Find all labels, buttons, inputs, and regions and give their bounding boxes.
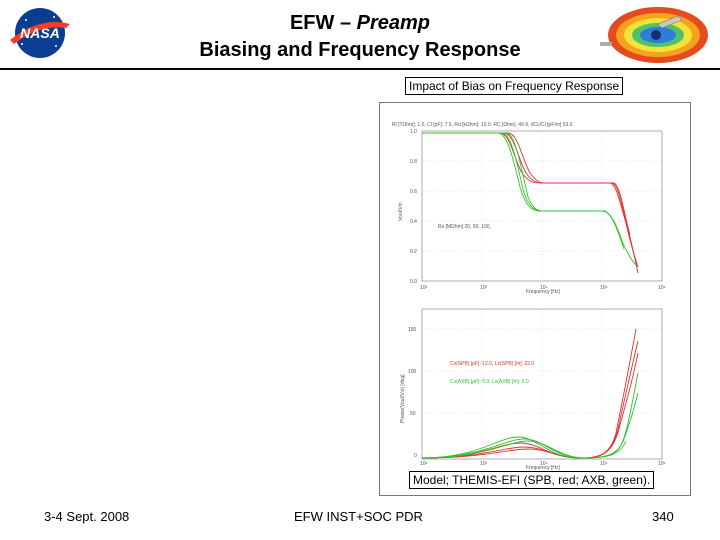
title-italic: Preamp	[356, 12, 431, 34]
top-plot-header: Rl [TΩhm]: 1.0, Cl [pF]: 7.5, Rd [kΩhm]:…	[392, 122, 573, 128]
top-ytick: 0.8	[410, 159, 417, 165]
slide-title-line1: EFW – Preamp	[130, 10, 590, 36]
top-xtick: 10⁶	[658, 285, 666, 291]
page-number: 340	[652, 509, 674, 524]
header-rule	[0, 68, 720, 70]
footer-date: 3-4 Sept. 2008	[44, 509, 130, 524]
top-ytick: 0.6	[410, 189, 417, 195]
bottom-plot-axes: 150 100 50 0 10² 10³ 10⁴ 10⁵ 10⁶ Frequen…	[400, 308, 666, 471]
nasa-logo-text: NASA	[20, 25, 60, 41]
bottom-ytick: 100	[408, 369, 417, 375]
bottom-xlabel: Frequency [Hz]	[526, 465, 561, 471]
title-prefix: EFW –	[289, 12, 357, 34]
top-red-curves	[422, 132, 639, 274]
bottom-ytick: 0	[414, 453, 417, 459]
top-green-curves	[422, 132, 637, 266]
bottom-xtick: 10⁴	[540, 461, 548, 467]
bottom-ylabel: Phase(Vout/Vin) [deg]	[400, 374, 406, 423]
magnetosphere-graphic	[600, 7, 708, 63]
top-xtick: 10²	[420, 285, 428, 291]
bottom-red-curves	[421, 328, 639, 459]
bottom-xtick: 10²	[420, 461, 428, 467]
figure-caption-top: Impact of Bias on Frequency Response	[405, 77, 624, 95]
bottom-green-curves	[421, 372, 639, 459]
figure-plots: Rl [TΩhm]: 1.0, Cl [pF]: 7.5, Rd [kΩhm]:…	[392, 122, 666, 471]
top-annotation: Rs [MΩhm] 20, 50, 100,	[438, 224, 491, 230]
bottom-xtick: 10⁶	[658, 461, 666, 467]
bottom-legend-green: Cs(AXB) [pF]: 5.0, Ls(AXB) [m]: 5.0	[450, 379, 529, 385]
top-xtick: 10³	[480, 285, 488, 291]
bottom-xtick: 10⁵	[600, 461, 608, 467]
top-xtick: 10⁴	[540, 285, 548, 291]
bottom-legend-red: Cs(SPB) [pF]: 12.0, Ls(SPB) [m]: 22.0	[450, 361, 534, 367]
slide-title-line2: Biasing and Frequency Response	[199, 39, 521, 61]
figure-caption-bottom: Model; THEMIS-EFI (SPB, red; AXB, green)…	[409, 471, 655, 489]
top-ytick: 1.0	[410, 129, 417, 135]
frequency-response-figure: Rl [TΩhm]: 1.0, Cl [pF]: 7.5, Rd [kΩhm]:…	[379, 102, 691, 496]
footer-event: EFW INST+SOC PDR	[294, 509, 423, 524]
top-xtick: 10⁵	[600, 285, 608, 291]
top-ylabel: Vout/Vin	[398, 202, 404, 221]
top-ytick: 0.2	[410, 249, 417, 255]
nasa-logo: NASA	[10, 8, 70, 58]
bottom-xtick: 10³	[480, 461, 488, 467]
top-ytick: 0.4	[410, 219, 417, 225]
bottom-ytick: 150	[408, 327, 417, 333]
bottom-ytick: 50	[410, 411, 416, 417]
top-ytick: 0.0	[410, 279, 417, 285]
top-xlabel: Frequency [Hz]	[526, 289, 561, 295]
top-plot-axes: 1.0 0.8 0.6 0.4 0.2 0.0 10² 10³ 10⁴ 10⁵ …	[398, 129, 666, 295]
